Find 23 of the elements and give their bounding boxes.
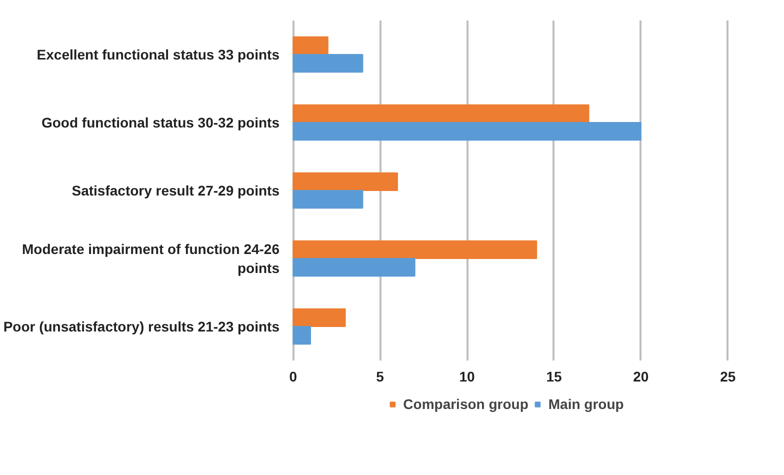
legend-label: Comparison group (403, 396, 528, 412)
x-tick-label: 15 (546, 368, 562, 384)
bar (292, 308, 346, 327)
bar (292, 172, 398, 191)
y-tick-label: Good functional status 30-32 points (41, 114, 280, 130)
bar (292, 258, 416, 277)
y-tick-label: Excellent functional status 33 points (36, 46, 280, 62)
x-tick-label: 5 (376, 368, 384, 384)
y-tick-label: Satisfactory result 27-29 points (72, 182, 280, 198)
x-tick-label: 0 (289, 368, 298, 384)
bar (292, 190, 364, 209)
bar (292, 122, 642, 141)
bar (292, 36, 328, 55)
bar (292, 54, 364, 73)
bar (292, 104, 590, 123)
bar (292, 326, 311, 345)
y-tick-label: Moderate impairment of function 24-26 points (22, 240, 280, 276)
x-tick-label: 25 (720, 368, 736, 384)
x-tick-label: 20 (633, 368, 649, 384)
bar (292, 240, 538, 259)
x-tick-label: 10 (459, 368, 476, 384)
y-tick-label: Poor (unsatisfactory) results 21-23 points (3, 318, 280, 334)
legend-label: Main group (548, 396, 624, 412)
